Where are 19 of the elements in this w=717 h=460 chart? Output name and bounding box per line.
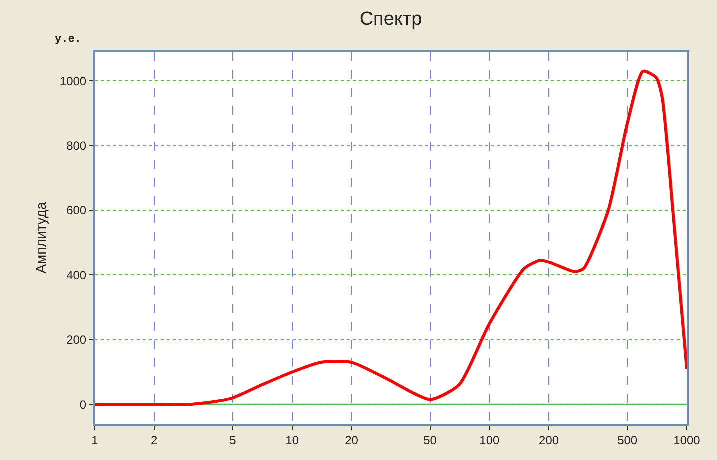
x-tick-label: 1000 [674,433,701,448]
x-tick-label: 100 [480,433,500,448]
y-axis-title: Амплитуда [32,202,49,274]
x-tick-label: 20 [345,433,359,448]
x-tick-label: 5 [230,433,237,448]
y-tick-label: 0 [80,398,87,412]
text: у.е. [55,34,82,46]
y-tick-label: 200 [66,333,87,348]
x-tick-label: 1 [92,433,99,448]
x-tick-label: 50 [424,433,438,448]
x-tick-label: 10 [286,433,300,448]
x-tick-label: 200 [539,433,560,448]
chart-title: Спектр [360,8,422,30]
x-tick-label: 2 [151,433,158,448]
y-tick-label: 400 [66,268,87,282]
y-tick-label: 800 [66,139,87,154]
y-tick-label: 600 [66,204,87,218]
y-tick-label: 1000 [60,74,87,88]
x-tick-label: 500 [618,433,638,448]
